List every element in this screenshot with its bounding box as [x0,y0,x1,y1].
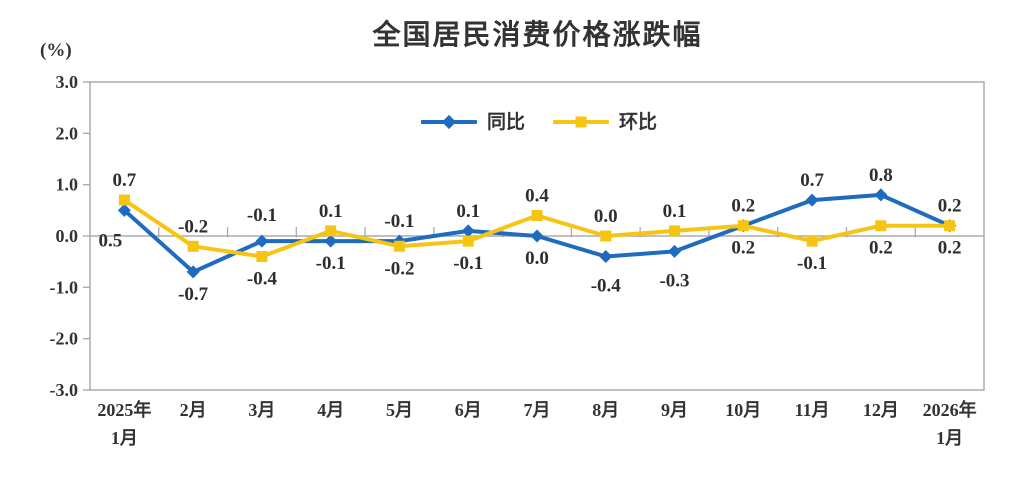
y-axis-tick-label: 3.0 [56,72,79,92]
x-axis-category-label: 2026年 [923,399,977,420]
mom-point-marker [256,251,268,263]
yoy-point-marker [186,265,200,279]
x-axis-category-label: 2025年 [97,399,151,420]
x-axis-category-label: 5月 [386,400,413,420]
yoy-data-label: 0.2 [938,196,962,217]
x-axis-category-label: 4月 [317,400,344,420]
mom-data-label: -0.2 [178,216,208,237]
mom-point-marker [600,230,612,242]
yoy-data-label: 0.8 [869,165,893,186]
mom-data-label: -0.2 [384,258,414,279]
mom-point-marker [118,194,130,206]
mom-point-marker [325,225,337,237]
x-axis-category-label: 6月 [455,400,482,420]
yoy-data-label: 0.0 [525,248,549,269]
yoy-data-label: 0.5 [99,230,123,251]
x-axis-category-label: 11月 [795,400,830,420]
legend-item-mom: 环比 [553,113,657,132]
yoy-point-marker [461,224,475,238]
legend-label-mom: 环比 [619,111,658,133]
chart-title: 全国居民消费价格涨跌幅 [372,20,703,51]
yoy-point-marker [324,234,338,248]
mom-square-marker-icon [575,116,587,128]
mom-data-label: -0.1 [453,253,483,274]
x-axis-category-label: 7月 [524,400,551,420]
yoy-data-label: 0.1 [456,201,480,222]
mom-point-marker [187,240,199,252]
y-axis-tick-label: -2.0 [50,329,79,349]
legend: 同比 环比 [421,110,657,134]
mom-data-label: -0.4 [247,269,278,290]
x-axis-category-label: 10月 [725,400,761,420]
yoy-data-label: -0.1 [247,205,277,226]
mom-data-label: 0.1 [663,201,687,222]
yoy-point-marker [599,250,613,264]
y-axis-tick-label: 2.0 [56,123,79,143]
mom-line-swatch [553,116,610,128]
mom-point-marker [806,235,818,247]
mom-point-marker [875,220,887,232]
mom-point-marker [462,235,474,247]
yoy-point-marker [117,203,131,217]
y-axis-tick-label: -3.0 [50,380,79,400]
y-axis-tick-label: 0.0 [56,226,79,246]
yoy-data-label: -0.7 [178,284,209,305]
yoy-data-label: 0.7 [800,170,824,191]
x-axis-category-label: 12月 [863,400,899,420]
mom-data-label: -0.1 [797,253,827,274]
yoy-point-marker [255,234,269,248]
mom-data-label: 0.2 [731,238,755,259]
yoy-point-marker [874,188,888,202]
x-axis-category-label: 3月 [248,400,275,420]
y-axis-unit-label: (%) [40,40,72,61]
mom-point-marker [944,220,956,232]
yoy-data-label: -0.1 [384,211,414,232]
mom-data-label: 0.0 [594,206,618,227]
yoy-data-label: -0.1 [316,253,346,274]
legend-item-yoy: 同比 [421,113,525,132]
y-axis-tick-label: -1.0 [50,277,79,297]
mom-point-marker [531,209,543,221]
mom-data-label: 0.7 [113,170,137,191]
yoy-point-marker [805,193,819,207]
x-axis-category-label: 8月 [592,400,619,420]
x-axis-category-label: 9月 [661,400,688,420]
yoy-data-label: 0.2 [731,196,755,217]
yoy-point-marker [668,244,682,258]
mom-data-label: 0.2 [938,238,962,259]
x-axis-category-label: 1月 [111,428,138,448]
yoy-point-marker [530,229,544,243]
yoy-data-label: -0.4 [591,276,622,297]
x-axis-category-label: 1月 [936,428,963,448]
mom-data-label: 0.1 [319,201,343,222]
yoy-line-swatch [421,114,477,130]
x-axis-category-label: 2月 [180,400,207,420]
yoy-data-label: -0.3 [659,270,689,291]
mom-data-label: 0.4 [525,185,549,206]
y-axis-tick-label: 1.0 [56,175,79,195]
legend-label-yoy: 同比 [487,111,526,133]
yoy-diamond-marker-icon [441,114,457,130]
mom-point-marker [669,225,681,237]
mom-point-marker [737,220,749,232]
mom-data-label: 0.2 [869,238,893,259]
mom-point-marker [393,240,405,252]
